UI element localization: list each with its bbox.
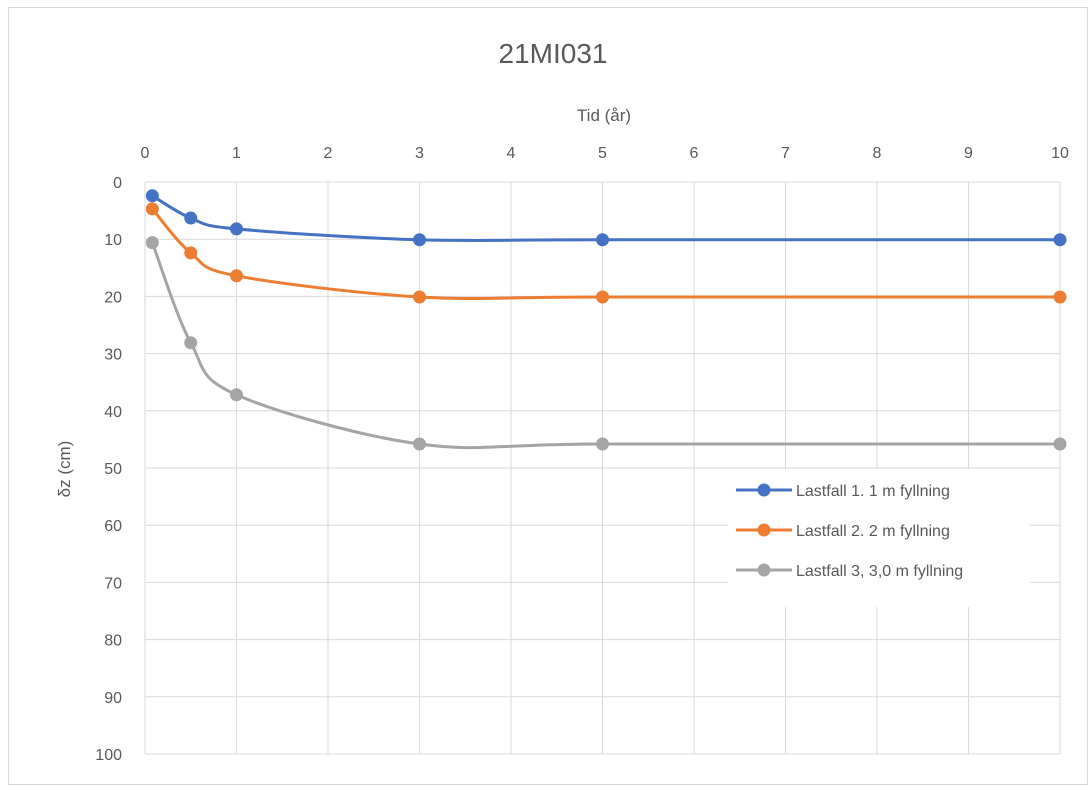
legend-item: Lastfall 1. 1 m fyllning xyxy=(736,483,950,500)
data-point xyxy=(145,202,159,216)
series-line xyxy=(150,242,1060,450)
data-point xyxy=(413,437,426,451)
legend-label: Lastfall 2. 2 m fyllning xyxy=(796,523,950,540)
legend-label: Lastfall 1. 1 m fyllning xyxy=(796,483,950,500)
data-point xyxy=(184,211,198,225)
chart-frame xyxy=(8,7,1088,785)
y-axis-ticks: 0 10 20 30 40 50 60 70 80 90 100 xyxy=(95,175,122,764)
data-point xyxy=(184,246,198,260)
x-tick-label: 2 xyxy=(324,145,333,162)
data-point xyxy=(413,233,426,247)
x-tick-label: 8 xyxy=(873,145,882,162)
x-tick-label: 1 xyxy=(232,145,241,162)
data-point xyxy=(1053,233,1067,247)
legend-marker xyxy=(757,483,771,497)
data-point xyxy=(596,233,609,247)
x-tick-label: 3 xyxy=(415,145,424,162)
x-tick-label: 7 xyxy=(781,145,790,162)
data-point xyxy=(184,336,198,350)
data-point xyxy=(1053,290,1067,304)
data-point xyxy=(1053,437,1067,451)
series-layer xyxy=(145,189,1067,451)
series-line xyxy=(151,194,1060,243)
x-tick-label: 4 xyxy=(507,145,516,162)
data-point xyxy=(413,290,426,304)
chart-title: 21MI031 xyxy=(499,38,608,69)
y-tick-label: 0 xyxy=(113,175,122,192)
data-point xyxy=(596,290,609,304)
legend-marker xyxy=(757,563,771,577)
legend-label: Lastfall 3, 3,0 m fyllning xyxy=(796,563,963,580)
y-tick-label: 10 xyxy=(104,232,122,249)
series-2 xyxy=(145,202,1067,304)
y-tick-label: 40 xyxy=(104,404,122,421)
y-tick-label: 30 xyxy=(104,347,122,364)
y-tick-label: 50 xyxy=(104,461,122,478)
legend-item: Lastfall 2. 2 m fyllning xyxy=(736,523,950,540)
y-tick-label: 70 xyxy=(104,575,122,592)
legend-item: Lastfall 3, 3,0 m fyllning xyxy=(736,563,963,580)
x-tick-label: 5 xyxy=(598,145,607,162)
x-tick-label: 6 xyxy=(690,145,699,162)
data-point xyxy=(145,189,159,203)
x-axis-ticks: 0 1 2 3 4 5 6 7 8 9 10 xyxy=(141,145,1069,162)
y-tick-label: 80 xyxy=(104,633,122,650)
x-tick-label: 0 xyxy=(141,145,150,162)
y-tick-label: 90 xyxy=(104,690,122,707)
y-axis-title: δz (cm) xyxy=(55,441,74,498)
legend-marker xyxy=(757,523,771,537)
data-point xyxy=(596,437,609,451)
series-3 xyxy=(145,236,1067,451)
series-line xyxy=(151,207,1060,301)
y-tick-label: 100 xyxy=(95,747,122,764)
x-tick-label: 10 xyxy=(1051,145,1069,162)
legend-box xyxy=(728,469,1030,607)
y-tick-label: 20 xyxy=(104,289,122,306)
x-axis-title: Tid (år) xyxy=(577,106,631,125)
y-tick-label: 60 xyxy=(104,518,122,535)
series-1 xyxy=(145,189,1067,247)
data-point xyxy=(230,269,243,283)
x-tick-label: 9 xyxy=(964,145,973,162)
legend: Lastfall 1. 1 m fyllning Lastfall 2. 2 m … xyxy=(728,469,1030,607)
data-point xyxy=(230,222,243,236)
grid xyxy=(144,181,1061,755)
data-point xyxy=(145,236,159,250)
data-point xyxy=(230,388,243,402)
